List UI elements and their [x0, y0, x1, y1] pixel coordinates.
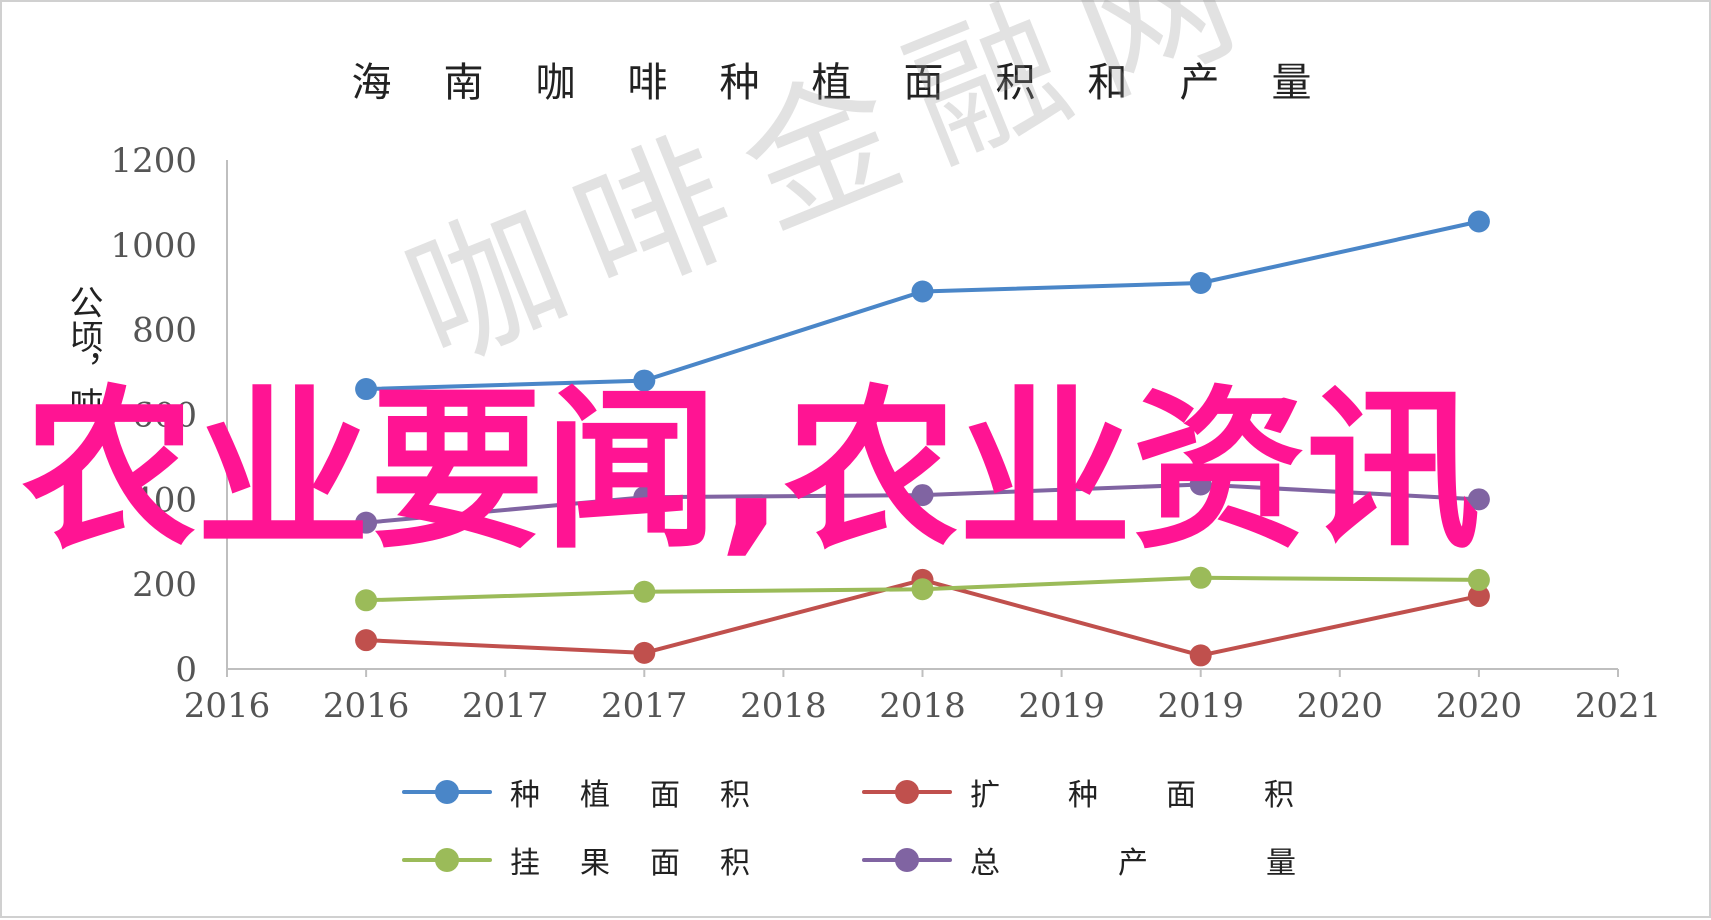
- legend-label: 总产量: [970, 846, 1414, 881]
- data-point: [911, 578, 934, 601]
- legend: 种植面积 扩种面积 挂果面积 总产量: [402, 772, 1382, 902]
- y-tick-label: 200: [132, 565, 197, 605]
- data-point: [633, 486, 656, 509]
- x-tick-label: 2018: [879, 686, 966, 726]
- data-point: [633, 641, 656, 664]
- legend-item: 种植面积: [402, 772, 790, 813]
- data-point: [355, 589, 378, 612]
- headline-watermark: 农业要闻,农业资讯: [22, 370, 1481, 573]
- x-tick-label: 2017: [601, 686, 688, 726]
- x-tick-label: 2019: [1018, 686, 1105, 726]
- y-axis-label: 公顷，吨: [63, 285, 103, 421]
- data-point: [355, 629, 378, 652]
- data-point: [1467, 585, 1490, 608]
- legend-swatch: [862, 772, 952, 812]
- x-tick-label: 2016: [184, 686, 271, 726]
- data-point: [1467, 488, 1490, 511]
- y-tick-label: 400: [132, 480, 197, 520]
- legend-item: 扩种面积: [862, 772, 1362, 813]
- chart-title: 海南咖啡种植面积和产量: [351, 60, 1364, 106]
- data-point: [355, 511, 378, 534]
- data-point: [1189, 566, 1212, 589]
- data-point: [1189, 473, 1212, 496]
- data-point: [1467, 568, 1490, 591]
- data-point: [1189, 272, 1212, 295]
- data-point: [1467, 210, 1490, 233]
- x-tick-label: 2021: [1575, 686, 1662, 726]
- y-tick-label: 0: [175, 650, 197, 690]
- x-tick-label: 2020: [1297, 686, 1384, 726]
- y-tick-label: 1000: [110, 226, 197, 266]
- legend-item: 挂果面积: [402, 840, 790, 881]
- x-tick-label: 2020: [1436, 686, 1523, 726]
- legend-label: 挂果面积: [510, 846, 790, 881]
- data-point: [355, 378, 378, 401]
- y-tick-label: 600: [132, 396, 197, 436]
- data-point: [633, 369, 656, 392]
- legend-swatch: [402, 840, 492, 880]
- legend-label: 种植面积: [510, 778, 790, 813]
- legend-label: 扩种面积: [970, 778, 1362, 813]
- x-tick-label: 2016: [323, 686, 410, 726]
- data-point: [1189, 644, 1212, 667]
- y-tick-label: 1200: [110, 141, 197, 181]
- legend-swatch: [402, 772, 492, 812]
- data-point: [911, 484, 934, 507]
- y-tick-label: 800: [132, 311, 197, 351]
- x-tick-label: 2018: [740, 686, 827, 726]
- legend-item: 总产量: [862, 840, 1414, 881]
- data-point: [633, 580, 656, 603]
- x-tick-label: 2017: [462, 686, 549, 726]
- legend-swatch: [862, 840, 952, 880]
- data-point: [911, 280, 934, 303]
- x-tick-label: 2019: [1157, 686, 1244, 726]
